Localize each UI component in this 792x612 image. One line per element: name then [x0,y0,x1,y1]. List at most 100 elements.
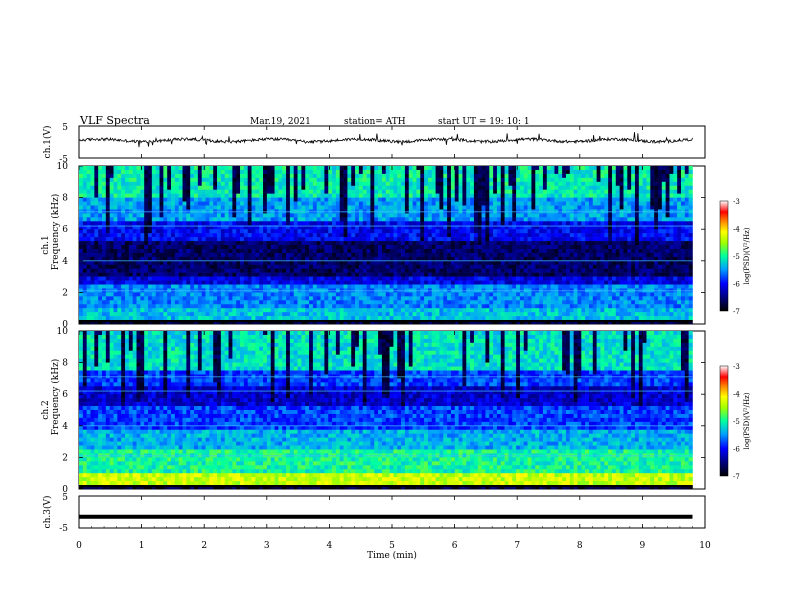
ch1-spectrogram-cell [140,241,145,246]
ch1-spectrogram-cell [631,268,636,273]
ch1-spectrogram-cell [408,197,413,202]
ch1-spectrogram-cell [573,181,578,187]
ch1-spectrogram-cell [546,217,551,222]
ch1-spectrogram-cell [401,256,406,262]
ch1-spectrogram-cell [213,264,218,269]
ch1-spectrogram-cell [408,260,413,266]
ch1-spectrogram-cell [343,173,348,179]
ch1-spectrogram-cell [316,185,321,190]
ch1-spectrogram-cell [638,272,643,277]
ch1-spectrogram-cell [546,201,551,206]
ch1-spectrogram-cell [558,221,563,226]
ch1-spectrogram-cell [477,169,482,175]
ch1-spectrogram-cell [669,173,674,179]
ch1-spectrogram-cell [650,205,655,210]
ch1-spectrogram-cell [447,229,452,234]
ch1-spectrogram-cell [121,193,126,198]
ch1-spectrogram-cell [86,169,91,175]
ch1-spectrogram-cell [155,248,160,254]
ch1-ytick-top: 5 [62,123,68,133]
ch1-spectrogram-cell [194,284,199,289]
ch1-spectrogram-cell [565,268,571,273]
ch1-spectrogram-cell [565,248,571,254]
ch1-spectrogram-cell [243,205,248,210]
ch1-spectrogram-cell [117,252,122,258]
ch1-spectrogram-cell [420,189,425,194]
ch1-spectrogram-cell [588,237,594,242]
ch1-spectrogram-cell [182,248,187,254]
ch1-spectrogram-cell [688,284,693,289]
ch1-spectrogram-cell [427,197,433,202]
ch1-spectrogram-cell [592,237,597,242]
ch1-spectrogram-cell [232,201,237,206]
ch1-spectrogram-cell [481,252,486,258]
ch1-spectrogram-cell [79,264,84,269]
ch1-spectrogram-cell [646,193,651,198]
ch1-spectrogram-cell [194,189,199,194]
ch1-spectrogram-cell [473,229,479,234]
ch1-spectrogram-cell [125,181,130,187]
ch1-spectrogram-cell [642,177,647,183]
ch1-spectrogram-cell [266,181,272,187]
ch1-spectrogram-cell [178,245,183,250]
ch1-spectrogram-cell [240,276,245,281]
ch1-spectrogram-cell [228,173,233,179]
ch1-spectrogram-cell [240,169,245,175]
ch1-spectrogram-cell [228,260,233,266]
ch1-spectrogram-cell [378,237,383,242]
ch1-spectrogram-cell [79,177,84,183]
ch1-spectrogram-cell [136,237,141,242]
ch1-spectrogram-cell [562,217,567,222]
ch1-spectrogram-cell [224,177,229,183]
ch1-spectrogram-cell [205,248,210,254]
ch1-spectrogram-cell [266,264,272,269]
ch1-spectrogram-cell [431,280,436,285]
ch1-spectrogram-cell [539,268,544,273]
ch1-spectrogram-cell [286,284,291,289]
ch1-spectrogram-cell [205,256,210,262]
ch1-spectrogram-cell [289,225,295,230]
ch1-spectrogram-cell [209,173,214,179]
ch1-spectrogram-cell [312,217,318,222]
ch1-spectrogram-cell [98,185,103,190]
ch1-spectrogram-cell [596,213,601,218]
ch1-spectrogram-cell [159,233,164,238]
ch1-spectrogram-cell [631,252,636,258]
ch1-spectrogram-cell [194,276,199,281]
ch1-spectrogram-cell [79,205,84,210]
ch1-spectrogram-cell [113,221,118,226]
ch1-spectrogram-cell [588,213,594,218]
ch1-spectrogram-cell [389,284,394,289]
ch1-spectrogram-cell [259,169,264,175]
ch1-spectrogram-cell [562,260,567,266]
ch1-spectrogram-cell [404,217,410,222]
ch1-spectrogram-cell [332,185,337,190]
ch1-spectrogram-cell [558,217,563,222]
ch1-spectrogram-cell [228,233,233,238]
ch1-spectrogram-cell [90,276,95,281]
ch1-spectrogram-cell [121,177,126,183]
ch1-spectrogram-cell [94,237,99,242]
ch1-spectrogram-cell [370,169,375,175]
ch1-spectrogram-cell [416,166,421,171]
ch1-spectrogram-cell [209,252,214,258]
ch1-spectrogram-cell [404,185,410,190]
ch1-spectrogram-cell [190,280,195,285]
ch1-spectrogram-cell [259,237,264,242]
ch1-spectrogram-cell [224,201,229,206]
ch1-spectrogram-cell [412,193,417,198]
ch1-spectrogram-cell [251,241,256,246]
ch1-spectrogram-cell [148,252,153,258]
ch1-spectrogram-cell [450,264,456,269]
ch1-spectrogram-cell [301,197,306,202]
ch1-spectrogram-cell [378,201,383,206]
ch1-spectrogram-cell [600,181,605,187]
ch1-spectrogram-cell [443,166,448,171]
ch1-spectrogram-cell [282,169,287,175]
ch1-spectrogram-cell [90,181,95,187]
ch1-spectrogram-cell [186,185,191,190]
ch1-spectrogram-cell [163,213,168,218]
ch1-spectrogram-cell [539,264,544,269]
ch1-spectrogram-cell [194,268,199,273]
ch1-spectrogram-cell [286,276,291,281]
